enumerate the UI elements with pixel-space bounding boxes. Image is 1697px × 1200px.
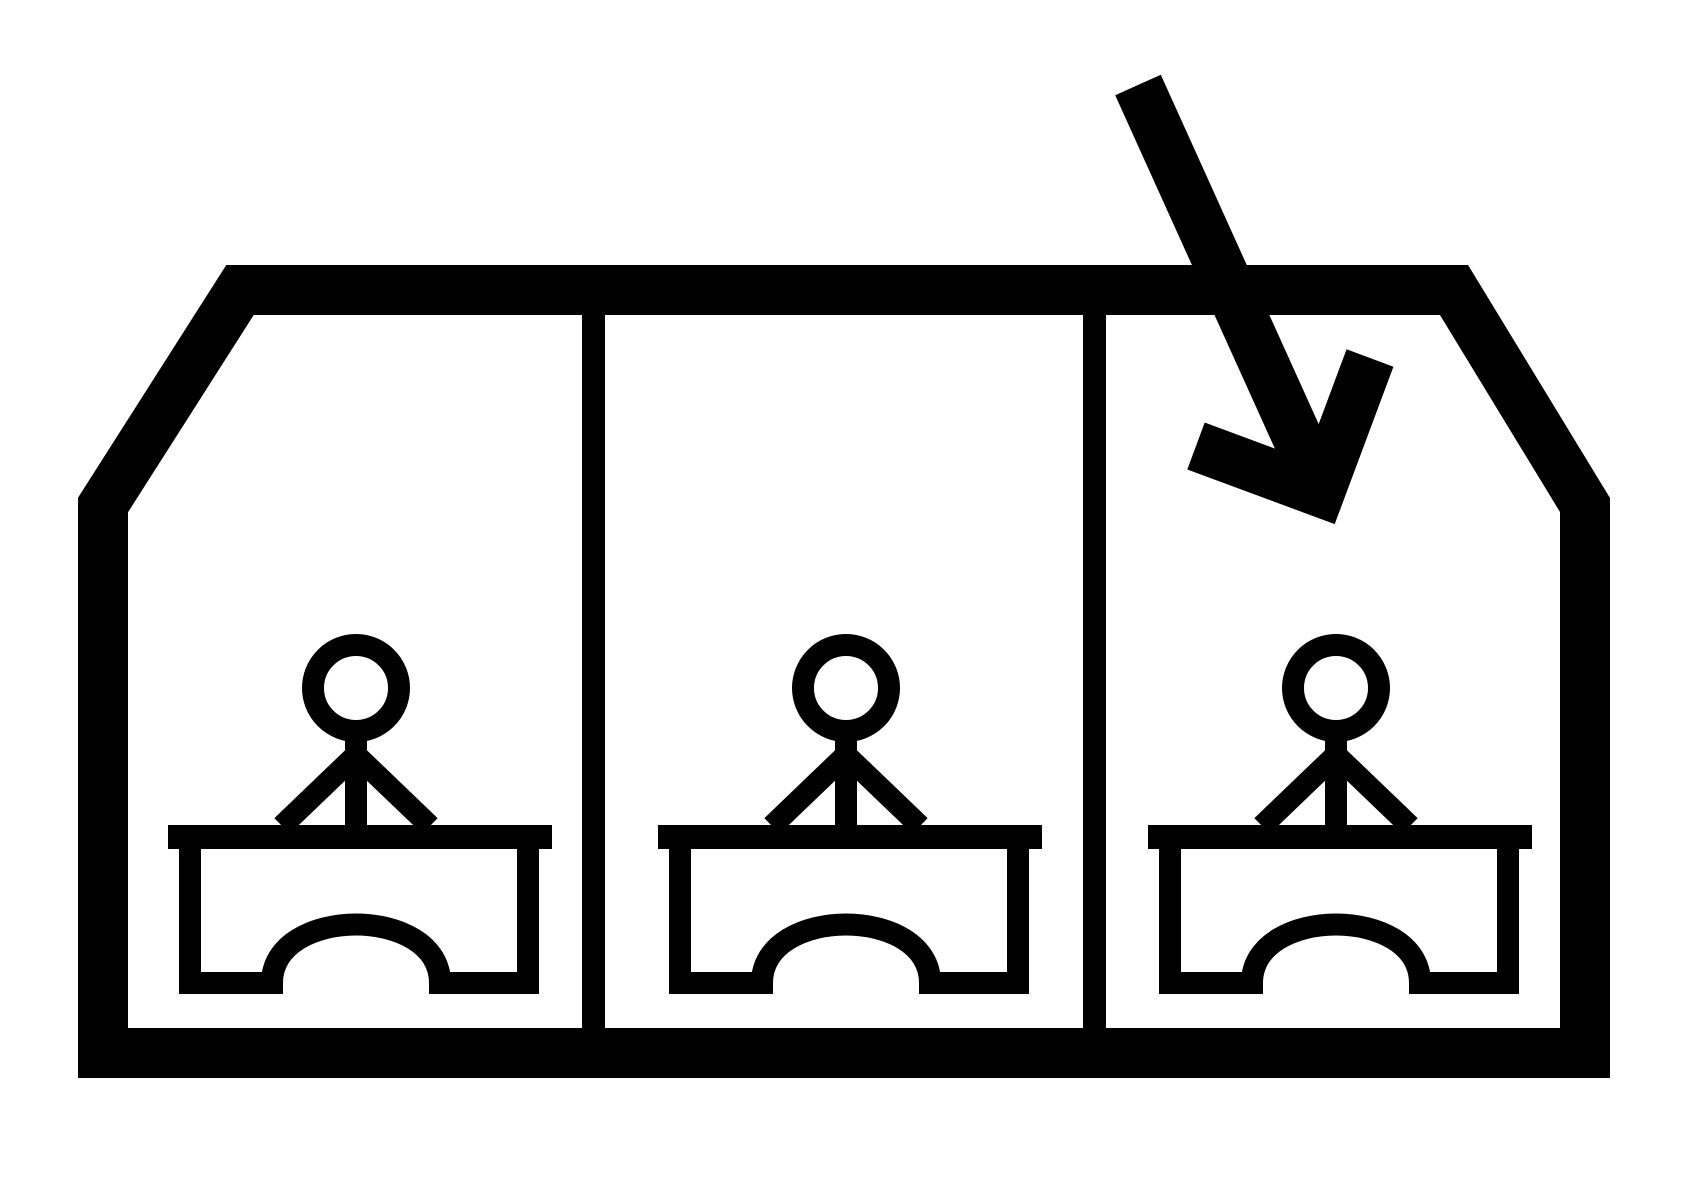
enclosure-outline: [78, 265, 1610, 1078]
divider-right: [1083, 290, 1106, 1053]
compartment-right: [1148, 645, 1532, 983]
compartment-left: [168, 645, 552, 983]
divider-left: [582, 290, 605, 1053]
compartment-middle: [658, 645, 1042, 983]
person-at-desk-icon: [168, 645, 552, 983]
arrow-down-right-icon: [1115, 74, 1394, 525]
person-at-desk-icon: [658, 645, 1042, 983]
person-at-desk-icon: [1148, 645, 1532, 983]
